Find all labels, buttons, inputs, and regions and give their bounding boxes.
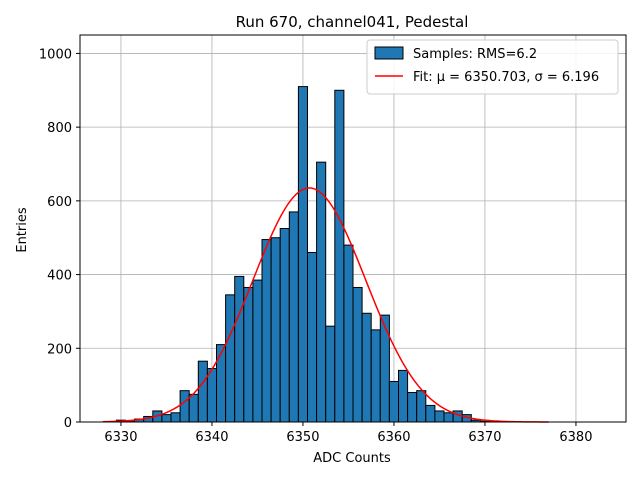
x-tick-label: 6340	[195, 430, 228, 445]
histogram-bar	[216, 344, 227, 423]
y-tick-label: 600	[47, 195, 72, 210]
x-tick-label: 6330	[104, 430, 137, 445]
histogram-bar	[243, 286, 254, 423]
legend: Samples: RMS=6.2 Fit: μ = 6350.703, σ = …	[366, 39, 619, 95]
histogram-bar	[197, 360, 208, 423]
histogram-bar	[443, 412, 454, 423]
histogram-bar	[279, 228, 290, 423]
gaussian-fit-curve	[102, 187, 549, 423]
histogram-bar	[425, 404, 436, 423]
x-tick-label: 6360	[377, 430, 410, 445]
histogram-bar	[297, 86, 308, 423]
y-axis-title: Entries	[15, 207, 30, 253]
histogram-bar	[316, 161, 327, 423]
x-tick-label: 6380	[559, 430, 592, 445]
x-axis-title: ADC Counts	[313, 451, 391, 466]
y-tick-label: 1000	[39, 47, 72, 62]
x-axis-ticks: 6330 6340 6350 6360 6370 6380	[104, 422, 592, 445]
histogram-bars	[115, 86, 490, 423]
histogram-bar	[407, 392, 418, 423]
histogram-bar	[225, 294, 236, 423]
histogram-bar	[343, 244, 354, 423]
plot-frame	[79, 34, 627, 423]
histogram-bar	[352, 286, 363, 423]
x-tick-label: 6350	[286, 430, 319, 445]
legend-label-samples: Samples: RMS=6.2	[413, 47, 537, 62]
y-tick-label: 0	[64, 416, 72, 431]
histogram-bar	[270, 237, 281, 423]
legend-swatch-samples	[374, 46, 404, 60]
legend-label-fit: Fit: μ = 6350.703, σ = 6.196	[413, 70, 599, 85]
histogram-bar	[234, 275, 245, 423]
histogram-bar	[261, 239, 272, 423]
legend-box	[366, 39, 619, 95]
y-axis-ticks: 0 200 400 600 800 1000	[39, 47, 80, 431]
histogram-bar	[452, 410, 463, 423]
x-tick-label: 6370	[468, 430, 501, 445]
histogram-bar	[416, 390, 427, 423]
histogram-bar	[307, 251, 318, 423]
y-tick-label: 400	[47, 269, 72, 284]
histogram-bar	[434, 410, 445, 423]
histogram-bar	[361, 312, 372, 423]
histogram-bar	[325, 325, 336, 423]
histogram-bar	[179, 390, 190, 423]
histogram-bar	[398, 369, 409, 423]
histogram-bar	[388, 380, 399, 423]
y-tick-label: 200	[47, 342, 72, 357]
histogram-bar	[206, 368, 217, 423]
histogram-bar	[170, 412, 181, 423]
histogram-bar	[370, 329, 381, 423]
histogram-bar	[379, 314, 390, 423]
histogram-bar	[188, 393, 199, 423]
y-tick-label: 800	[47, 121, 72, 136]
histogram-bar	[334, 89, 345, 423]
histogram-bar	[252, 279, 263, 423]
chart-title: Run 670, channel041, Pedestal	[236, 13, 469, 31]
histogram-bar	[161, 414, 172, 423]
histogram-bar	[288, 211, 299, 423]
